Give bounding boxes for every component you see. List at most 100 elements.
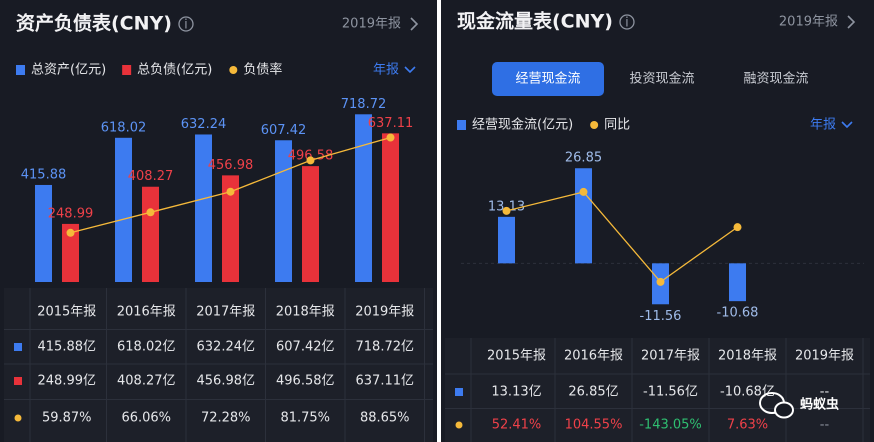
table-cell: 408.27亿: [117, 374, 176, 389]
legend-dot: [229, 66, 238, 74]
table-header: 2016年报: [564, 349, 623, 364]
line-point: [226, 187, 235, 196]
table-cell: 52.41%: [492, 418, 542, 433]
table-cell: 72.28%: [201, 411, 251, 426]
row-marker: [455, 388, 463, 396]
legend-label: 总负债(亿元): [137, 63, 212, 78]
tab[interactable]: 投资现金流: [629, 71, 694, 87]
info-i: i: [184, 18, 188, 33]
tab-active[interactable]: [492, 62, 604, 96]
legend-label: 负债率: [243, 62, 282, 78]
line-point: [656, 277, 665, 286]
bar: [729, 263, 746, 302]
table-cell: 248.99亿: [38, 374, 97, 389]
row-marker: [14, 377, 22, 385]
line-point: [306, 156, 315, 165]
period-menu[interactable]: 年报: [810, 118, 836, 133]
table-cell: 7.63%: [727, 418, 768, 433]
legend-swatch: [16, 65, 25, 75]
bar: [302, 166, 319, 282]
line-point: [733, 223, 742, 232]
bar: [35, 184, 52, 282]
menu-chevron: [404, 66, 416, 74]
value-label: 637.11: [368, 116, 414, 131]
value-label: 632.24: [181, 117, 227, 132]
menu-chevron: [841, 121, 853, 129]
bar: [222, 175, 239, 282]
row-marker: [455, 421, 463, 429]
value-label: 607.42: [261, 123, 307, 138]
tab[interactable]: 经营现金流: [515, 71, 580, 87]
value-label: 13.13: [488, 199, 525, 214]
panel-title: 资产负债表(CNY): [16, 12, 172, 35]
period[interactable]: 2019年报: [342, 17, 401, 32]
table-header: 2017年报: [196, 305, 255, 320]
table-cell: 26.85亿: [568, 385, 618, 400]
legend-dot: [590, 121, 599, 129]
table-cell: 607.42亿: [276, 340, 335, 355]
table-header: 2019年报: [795, 349, 854, 364]
legend-swatch: [457, 120, 466, 130]
table-header: 2015年报: [487, 349, 546, 364]
info-icon[interactable]: [178, 16, 194, 32]
table-cell: -143.05%: [639, 418, 702, 433]
table-header: 2018年报: [276, 305, 335, 320]
row-marker: [14, 343, 22, 351]
table-header: 2019年报: [355, 305, 414, 320]
chevron: [847, 15, 856, 29]
table-cell: -11.56亿: [643, 385, 698, 400]
table-cell: --: [820, 385, 830, 400]
line-point: [579, 187, 588, 196]
bar: [382, 133, 399, 282]
value-label: 248.99: [48, 206, 94, 221]
value-label: -11.56: [640, 309, 682, 324]
table-cell: 104.55%: [565, 418, 623, 433]
table-header: 2017年报: [641, 349, 700, 364]
table-cell: 415.88亿: [38, 340, 97, 355]
bar: [115, 137, 132, 282]
value-label: 415.88: [21, 167, 67, 182]
table-cell: 88.65%: [360, 411, 410, 426]
table-cell: 618.02亿: [117, 340, 176, 355]
table-cell: 59.87%: [42, 411, 92, 426]
table-cell: 632.24亿: [197, 340, 256, 355]
line-point: [66, 228, 75, 237]
table-cell: 637.11亿: [356, 374, 415, 389]
row-marker: [14, 414, 22, 422]
line-point: [502, 206, 511, 215]
period[interactable]: 2019年报: [779, 15, 838, 30]
table-cell: --: [820, 418, 830, 433]
table-cell: -10.68亿: [720, 385, 775, 400]
bar: [575, 168, 592, 264]
table-bg: [445, 338, 870, 442]
bar: [355, 114, 372, 282]
table-cell: 496.58亿: [276, 374, 335, 389]
line-point: [146, 208, 155, 217]
table-cell: 456.98亿: [197, 374, 256, 389]
table-bg: [4, 288, 433, 442]
legend-label: 经营现金流(亿元): [472, 117, 573, 133]
line-point: [386, 133, 395, 142]
info-i: i: [625, 16, 629, 31]
table-cell: 66.06%: [121, 411, 171, 426]
value-label: 718.72: [341, 97, 387, 112]
table-cell: 718.72亿: [356, 340, 415, 355]
table-cell: 81.75%: [280, 411, 330, 426]
chevron: [410, 17, 419, 31]
watermark-icon: [774, 401, 794, 419]
info-icon[interactable]: [619, 14, 635, 30]
panel-title: 现金流量表(CNY): [457, 10, 613, 33]
bar: [62, 223, 79, 282]
legend-label: 同比: [604, 118, 630, 133]
value-label: 496.58: [288, 149, 334, 164]
period-menu[interactable]: 年报: [373, 63, 399, 78]
table-cell: 13.13亿: [491, 385, 541, 400]
value-label: 26.85: [565, 151, 602, 166]
table-header: 2015年报: [37, 305, 96, 320]
tab[interactable]: 融资现金流: [743, 71, 808, 87]
value-label: -10.68: [717, 306, 759, 321]
legend-label: 总资产(亿元): [31, 63, 106, 78]
line: [506, 191, 738, 283]
table-header: 2016年报: [117, 305, 176, 320]
